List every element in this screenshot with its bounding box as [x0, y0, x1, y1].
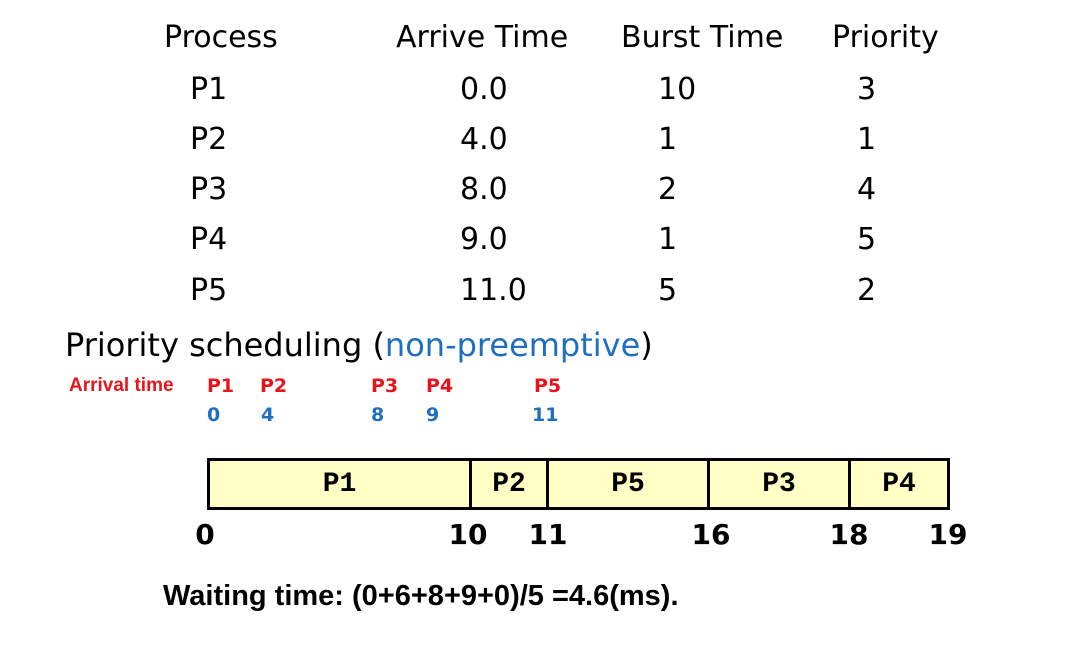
- header-arrive-time: Arrive Time: [396, 20, 569, 55]
- cell-burst: 5: [658, 273, 678, 308]
- cell-burst: 10: [658, 72, 697, 107]
- title-main: Priority scheduling (: [65, 326, 385, 364]
- cell-process: P1: [190, 72, 228, 107]
- arrival-process: P4: [426, 375, 454, 397]
- gantt-tick-label: 19: [928, 518, 968, 551]
- arrival-value: 9: [426, 404, 440, 426]
- cell-burst: 1: [658, 222, 678, 257]
- cell-process: P3: [190, 172, 228, 207]
- gantt-tick-label: 18: [829, 518, 869, 551]
- cell-arrive: 0.0: [460, 72, 508, 107]
- cell-arrive: 9.0: [460, 222, 508, 257]
- gantt-segment-p3: P3: [710, 461, 851, 507]
- cell-priority: 3: [857, 72, 877, 107]
- section-title: Priority scheduling (non-preemptive): [65, 326, 653, 364]
- arrival-value: 8: [371, 404, 385, 426]
- gantt-tick-label: 11: [528, 518, 568, 551]
- cell-arrive: 8.0: [460, 172, 508, 207]
- cell-priority: 4: [857, 172, 877, 207]
- arrival-time-label: Arrival time: [69, 375, 174, 396]
- gantt-tick-label: 10: [448, 518, 488, 551]
- cell-process: P5: [190, 273, 228, 308]
- cell-priority: 2: [857, 273, 877, 308]
- arrival-value: 4: [261, 404, 275, 426]
- gantt-segment-p2: P2: [472, 461, 549, 507]
- gantt-tick-label: 16: [691, 518, 731, 551]
- cell-process: P4: [190, 222, 228, 257]
- gantt-segment-p5: P5: [549, 461, 710, 507]
- waiting-time-formula: Waiting time: (0+6+8+9+0)/5 =4.6(ms).: [163, 580, 679, 612]
- header-priority: Priority: [832, 20, 939, 55]
- gantt-segment-p4: P4: [882, 468, 916, 500]
- cell-arrive: 4.0: [460, 122, 508, 157]
- header-burst-time: Burst Time: [621, 20, 784, 55]
- cell-burst: 2: [658, 172, 678, 207]
- arrival-process: P5: [534, 375, 562, 397]
- title-close: ): [640, 326, 653, 364]
- gantt-tick-label: 0: [195, 518, 215, 551]
- arrival-process: P2: [260, 375, 288, 397]
- cell-process: P2: [190, 122, 228, 157]
- arrival-process: P1: [207, 375, 235, 397]
- arrival-value: 0: [207, 404, 221, 426]
- cell-burst: 1: [658, 122, 678, 157]
- arrival-value: 11: [532, 404, 559, 426]
- gantt-chart: P1 P2 P5 P3 P4: [207, 458, 950, 510]
- title-accent: non-preemptive: [384, 326, 641, 364]
- arrival-process: P3: [371, 375, 399, 397]
- header-process: Process: [164, 20, 278, 55]
- cell-priority: 1: [857, 122, 877, 157]
- gantt-segment-p1: P1: [210, 461, 472, 507]
- cell-arrive: 11.0: [460, 273, 527, 308]
- cell-priority: 5: [857, 222, 877, 257]
